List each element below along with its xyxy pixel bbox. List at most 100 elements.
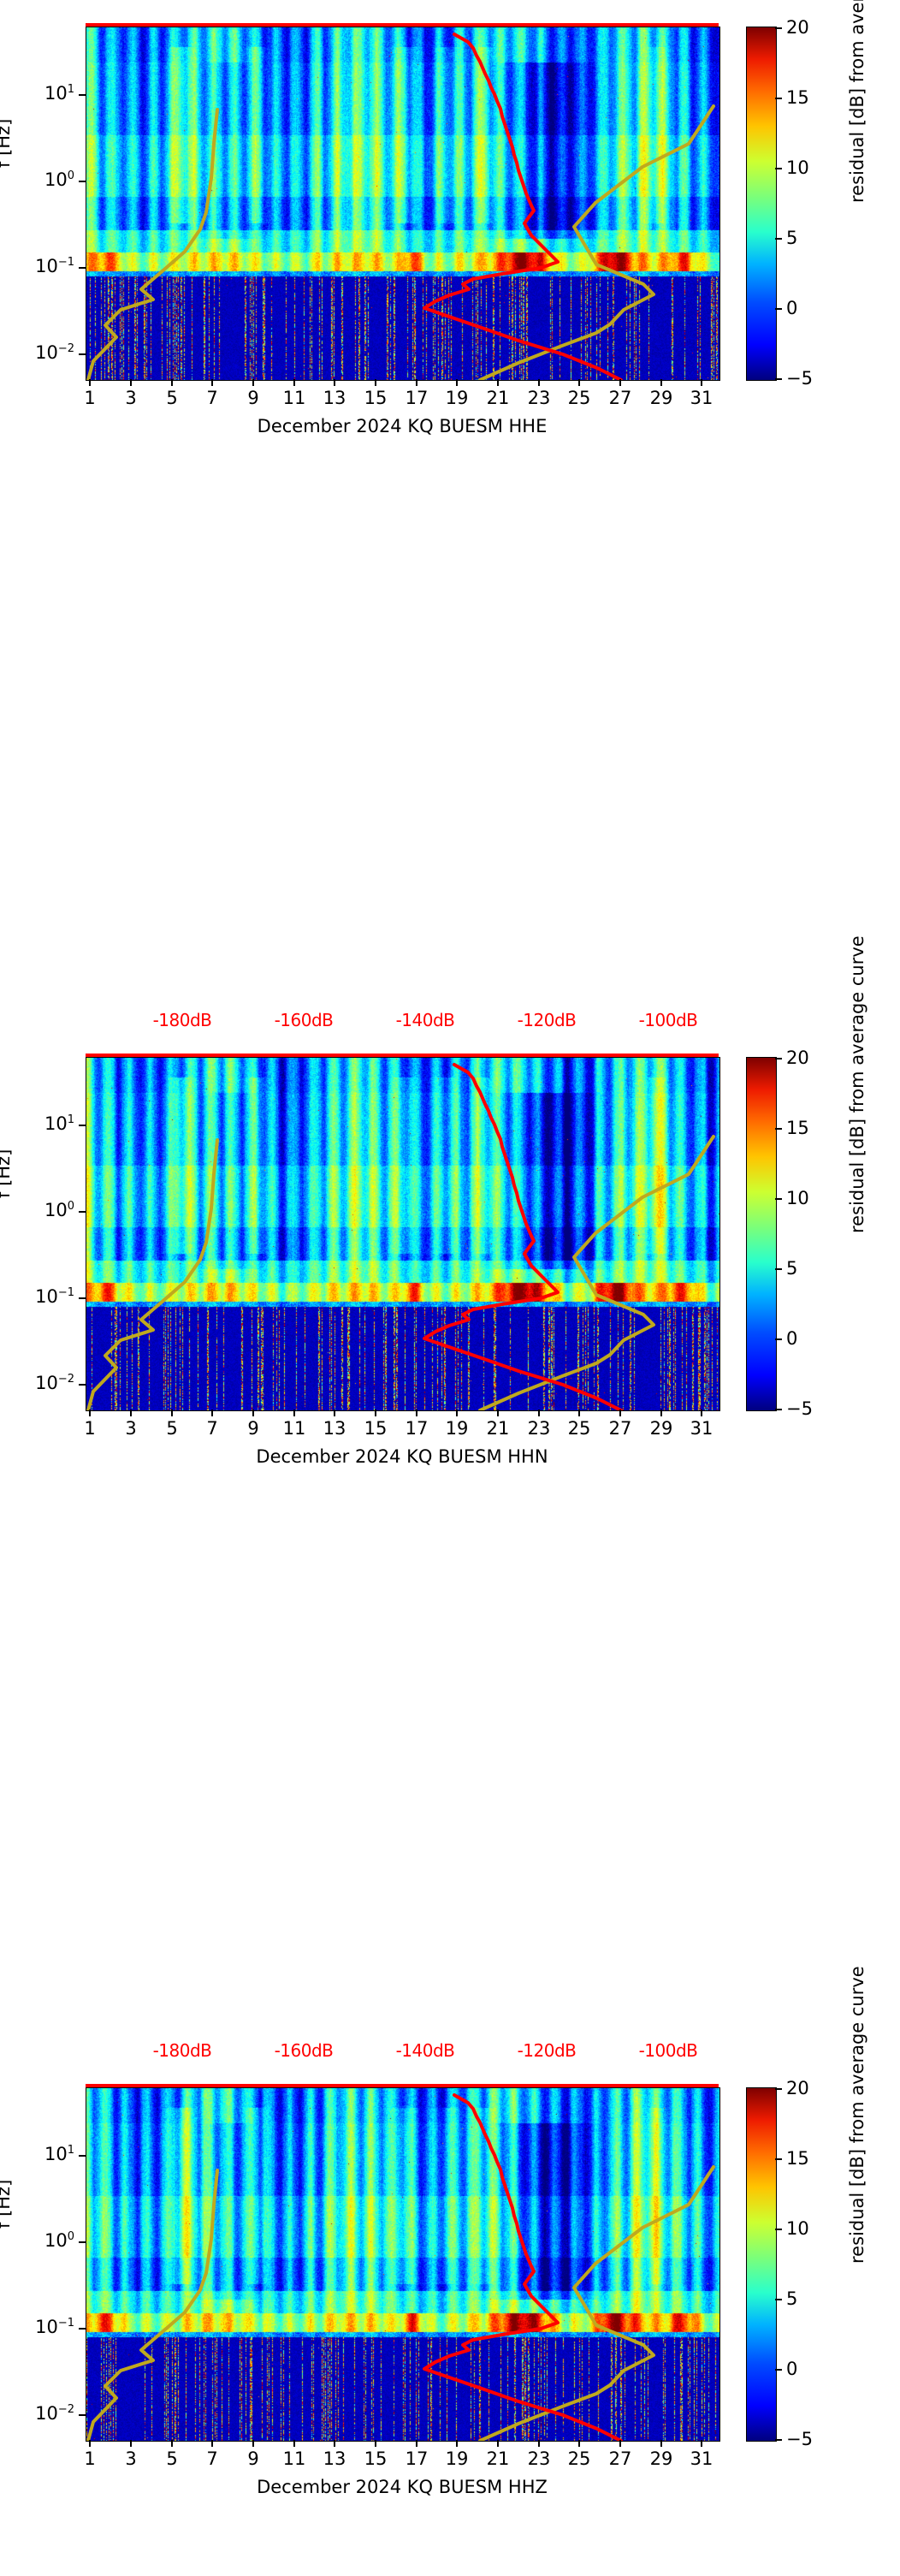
- x-tick: [211, 2440, 213, 2447]
- top-db-label: -160dB: [274, 1010, 334, 1030]
- x-tick: [660, 379, 662, 386]
- spectrogram-plot-area: [86, 2087, 720, 2442]
- x-tick: [456, 1410, 458, 1416]
- mean-psd-curve: [423, 33, 623, 380]
- colorbar: [746, 27, 777, 381]
- x-tick-label: 27: [608, 388, 632, 408]
- colorbar-tick-label: 15: [786, 2148, 809, 2169]
- x-tick: [334, 2440, 335, 2447]
- x-tick-label: 5: [166, 2448, 178, 2469]
- colorbar-tick-label: 20: [786, 2078, 809, 2098]
- x-tick: [701, 2440, 702, 2447]
- x-tick-label: 19: [445, 388, 469, 408]
- spectrogram-panel: -180dB -160dB -140dB -120dB -100dB f [Hz…: [0, 935, 900, 1546]
- x-tick: [252, 1410, 254, 1416]
- colorbar-tick-label: −5: [786, 368, 813, 389]
- x-tick-label: 31: [690, 2448, 713, 2469]
- x-tick-label: 1: [84, 2448, 96, 2469]
- x-tick: [701, 379, 702, 386]
- colorbar-tick-label: 0: [786, 1328, 798, 1349]
- y-axis-label: f [Hz]: [0, 2179, 14, 2229]
- x-tick: [375, 2440, 376, 2447]
- noise-model-nhnm-curve: [478, 1135, 715, 1410]
- colorbar-label: residual [dB] from average curve: [847, 1966, 867, 2264]
- x-tick: [456, 2440, 458, 2447]
- colorbar-label: residual [dB] from average curve: [847, 935, 867, 1233]
- noise-model-nhnm-curve: [478, 104, 715, 380]
- ppsd-spectrogram-figure: -180dB -160dB -140dB -120dB -100dB f [Hz…: [0, 0, 900, 2497]
- colorbar-tick-label: 20: [786, 17, 809, 38]
- x-tick-label: 23: [527, 1418, 551, 1439]
- x-tick: [171, 2440, 173, 2447]
- panel-title: December 2024 KQ BUESM HHN: [256, 1446, 548, 1467]
- colorbar-tick-label: −5: [786, 1398, 813, 1419]
- panel-title: December 2024 KQ BUESM HHE: [257, 416, 548, 436]
- x-tick-label: 31: [690, 1418, 713, 1439]
- x-tick: [497, 1410, 499, 1416]
- colorbar-tick: [775, 2229, 782, 2230]
- x-tick: [619, 1410, 621, 1416]
- x-tick: [293, 2440, 295, 2447]
- colorbar-tick-label: 15: [786, 87, 809, 108]
- mean-psd-curve: [423, 1063, 623, 1410]
- x-tick-label: 25: [567, 2448, 591, 2469]
- x-tick-label: 27: [608, 2448, 632, 2469]
- colorbar-tick-label: 10: [786, 1188, 809, 1208]
- x-tick-label: 19: [445, 2448, 469, 2469]
- colorbar: [746, 2087, 777, 2442]
- spectrogram-plot-area: [86, 1057, 720, 1411]
- x-tick-label: 7: [206, 388, 218, 408]
- colorbar-tick: [775, 1058, 782, 1059]
- x-tick-label: 15: [364, 2448, 388, 2469]
- colorbar-tick-label: 20: [786, 1048, 809, 1068]
- x-tick: [538, 2440, 540, 2447]
- x-tick-label: 31: [690, 388, 713, 408]
- spectrogram-plot-area: [86, 27, 720, 381]
- overlay-curves: [86, 1063, 715, 1410]
- x-tick: [497, 379, 499, 386]
- x-tick: [660, 2440, 662, 2447]
- x-tick-label: 29: [649, 1418, 673, 1439]
- x-tick: [701, 1410, 702, 1416]
- x-tick-label: 11: [282, 388, 306, 408]
- x-tick-label: 17: [405, 2448, 429, 2469]
- colorbar-tick-label: 5: [786, 2288, 798, 2309]
- y-axis-label: f [Hz]: [0, 118, 14, 168]
- top-db-label: -100dB: [638, 2040, 698, 2061]
- x-tick-label: 23: [527, 388, 551, 408]
- x-tick: [416, 1410, 417, 1416]
- x-tick: [497, 2440, 499, 2447]
- x-tick-label: 13: [323, 1418, 346, 1439]
- x-tick-label: 1: [84, 1418, 96, 1439]
- colorbar-tick: [775, 1338, 782, 1340]
- colorbar-tick-label: 0: [786, 298, 798, 318]
- x-tick-label: 11: [282, 1418, 306, 1439]
- top-db-axis: [86, 1054, 719, 1057]
- x-tick: [130, 1410, 132, 1416]
- colorbar-tick: [775, 1198, 782, 1200]
- colorbar-tick-label: 15: [786, 1118, 809, 1138]
- x-tick: [130, 2440, 132, 2447]
- colorbar-tick-label: 0: [786, 2359, 798, 2379]
- x-tick-label: 3: [125, 1418, 137, 1439]
- colorbar-tick: [775, 27, 782, 29]
- top-db-label: -120dB: [517, 1010, 577, 1030]
- overlay-curves: [86, 33, 715, 380]
- x-tick: [252, 379, 254, 386]
- x-tick: [130, 379, 132, 386]
- colorbar-tick-label: 10: [786, 157, 809, 178]
- noise-model-nlnm-curve: [86, 2169, 219, 2441]
- x-tick: [375, 379, 376, 386]
- top-db-label: -160dB: [274, 2040, 334, 2061]
- colorbar-tick: [775, 308, 782, 310]
- x-tick-label: 13: [323, 2448, 346, 2469]
- colorbar-tick: [775, 168, 782, 169]
- x-tick-label: 11: [282, 2448, 306, 2469]
- x-tick-label: 17: [405, 1418, 429, 1439]
- x-tick: [89, 379, 91, 386]
- colorbar-tick-label: 5: [786, 228, 798, 248]
- x-tick: [89, 1410, 91, 1416]
- spectrogram-panel: -180dB -160dB -140dB -120dB -100dB f [Hz…: [0, 1966, 900, 2576]
- colorbar-tick: [775, 2369, 782, 2371]
- x-tick: [293, 1410, 295, 1416]
